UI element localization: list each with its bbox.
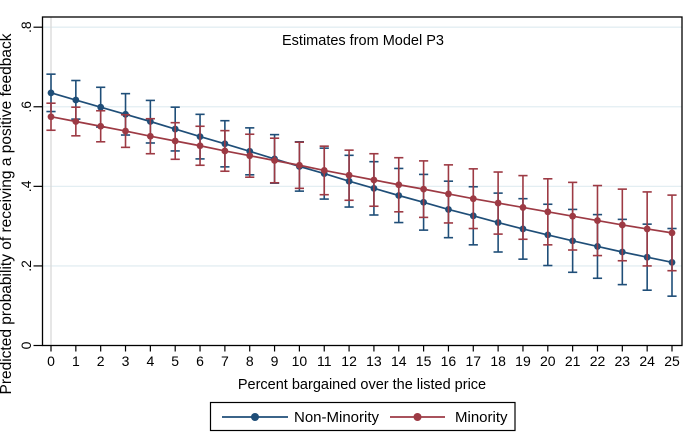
- x-tick-label: 15: [416, 353, 432, 369]
- y-axis-title: Predicted probability of receiving a pos…: [0, 33, 15, 394]
- x-tick-label: 3: [122, 353, 130, 369]
- data-point-minority: [171, 137, 179, 145]
- data-point-minority: [271, 157, 278, 164]
- data-point-minority: [345, 171, 353, 179]
- x-tick-label: 2: [97, 353, 105, 369]
- data-point-minority: [296, 161, 303, 169]
- x-tick-label: 22: [590, 353, 606, 369]
- y-tick-label: .6: [18, 101, 34, 113]
- x-tick-label: 13: [366, 353, 382, 369]
- data-point-minority: [420, 185, 427, 193]
- x-tick-label: 12: [341, 353, 357, 369]
- data-point-minority: [668, 229, 676, 237]
- x-tick-label: 24: [639, 353, 655, 369]
- x-tick-label: 0: [47, 353, 55, 369]
- data-point-minority: [196, 142, 204, 150]
- data-point-minority: [395, 181, 403, 189]
- x-tick-label: 1: [72, 353, 80, 369]
- x-tick-label: 23: [615, 353, 631, 369]
- data-point-non-minority: [72, 96, 80, 104]
- plot-border: [41, 16, 683, 347]
- data-point-minority: [643, 225, 651, 233]
- y-tick-label: .8: [18, 21, 34, 33]
- data-point-minority: [146, 132, 154, 140]
- data-point-non-minority: [47, 89, 55, 97]
- series-minority: [46, 102, 677, 272]
- data-point-minority: [47, 113, 55, 121]
- x-tick-label: 11: [317, 353, 332, 369]
- x-tick-label: 8: [246, 353, 254, 369]
- data-point-minority: [519, 204, 527, 211]
- x-tick-label: 4: [146, 353, 154, 369]
- x-tick-label: 19: [515, 353, 531, 369]
- legend-marker-minority: [413, 413, 422, 421]
- x-tick-label: 10: [292, 353, 308, 369]
- data-point-minority: [594, 217, 601, 224]
- data-point-minority: [246, 152, 254, 160]
- series-line-non-minority: [50, 92, 673, 264]
- data-point-minority: [122, 127, 129, 135]
- x-tick-label: 17: [465, 353, 481, 369]
- chart-generated-under: 0.2.4.6.80 1 2 3 4 5 6 7 8 9 10 11 12 13 14 15 16 17 18 19 2…: [18, 16, 683, 369]
- series-line-minority: [50, 115, 673, 234]
- x-tick-label: 9: [271, 353, 279, 369]
- x-tick-label: 5: [171, 353, 179, 369]
- data-point-minority: [544, 208, 552, 216]
- data-point-minority: [221, 147, 229, 155]
- data-point-minority: [618, 221, 626, 229]
- y-tick-label: .4: [18, 180, 34, 192]
- y-axis: 0 .2 .4 .6 .8: [18, 21, 43, 349]
- x-axis-title: Percent bargained over the listed price: [238, 377, 486, 393]
- data-point-minority: [72, 118, 80, 125]
- data-point-minority: [370, 176, 378, 184]
- legend-marker-non-minority: [251, 413, 259, 421]
- data-point-minority: [469, 195, 477, 203]
- gridlines: [42, 26, 682, 267]
- legend-label-minority: Minority: [455, 409, 508, 426]
- data-point-minority: [569, 212, 577, 220]
- x-tick-label: 16: [441, 353, 457, 369]
- data-point-minority: [494, 199, 502, 207]
- x-tick-label: 6: [196, 353, 204, 369]
- plot-area: [42, 17, 682, 346]
- data-point-non-minority: [97, 103, 105, 111]
- x-tick-label: 20: [540, 353, 556, 369]
- legend-label-non-minority: Non-Minority: [294, 409, 380, 426]
- y-tick-label: 0: [18, 341, 34, 349]
- data-point-minority: [97, 122, 105, 130]
- x-tick-label: 7: [221, 353, 229, 369]
- data-point-minority: [320, 167, 328, 174]
- x-tick-label: 14: [391, 353, 407, 369]
- x-tick-label: 21: [565, 353, 581, 369]
- plot-title: Estimates from Model P3: [282, 33, 444, 49]
- y-tick-label: .2: [18, 260, 34, 272]
- x-tick-label: 18: [490, 353, 506, 369]
- x-tick-label: 25: [664, 353, 680, 369]
- data-point-minority: [445, 190, 452, 198]
- legend: Non-Minority Minority: [209, 401, 516, 432]
- x-axis: 0 1 2 3 4 5 6 7 8 9 10 11 12 13 14 15 16 17 18 19 20 21 22 23 24…: [47, 345, 680, 369]
